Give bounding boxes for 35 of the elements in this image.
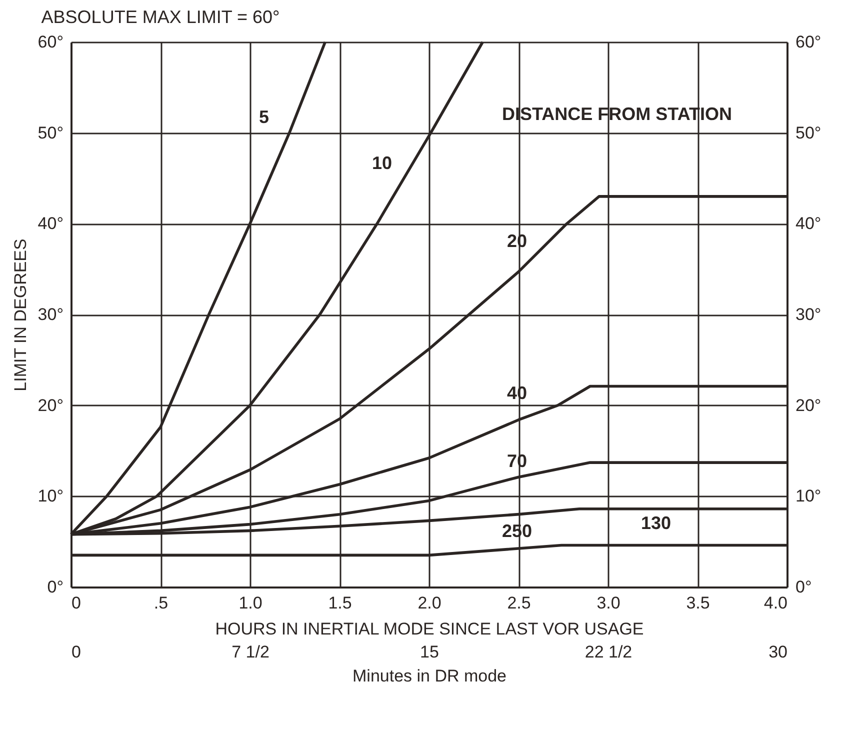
y-tick-label: 50°	[38, 123, 64, 142]
x2-tick-label: 30	[768, 642, 788, 662]
series-label: 5	[258, 107, 270, 127]
x-tick-label: 0	[72, 594, 81, 612]
x-tick-label: 2.5	[507, 594, 531, 612]
y-tick-label: 60°	[38, 32, 64, 52]
x2-tick-label: 22 1/2	[584, 642, 632, 662]
series-label: 10	[372, 153, 392, 173]
y2-tick-label: 50°	[796, 123, 822, 142]
x-tick-label: 1.0	[238, 594, 262, 612]
y2-tick-label: 10°	[796, 486, 822, 506]
y-axis-title: LIMIT IN DEGREES	[10, 238, 30, 392]
series-label: 130	[640, 513, 672, 533]
x2-tick-label: 7 1/2	[232, 642, 270, 662]
x-tick-label: 3.5	[686, 594, 710, 612]
x-tick-label: .5	[154, 594, 168, 612]
y-tick-label: 40°	[38, 214, 64, 234]
y-tick-label: 20°	[38, 396, 64, 415]
x-tick-label: 2.0	[418, 594, 442, 612]
y2-tick-label: 30°	[796, 305, 822, 324]
x-tick-label: 1.5	[328, 594, 352, 612]
y-tick-label: 30°	[38, 305, 64, 324]
x2-axis-title: Minutes in DR mode	[352, 666, 507, 686]
y2-tick-label: 0°	[796, 578, 812, 596]
x2-tick-label: 0	[72, 642, 81, 662]
chart-title: ABSOLUTE MAX LIMIT = 60°	[41, 7, 280, 27]
y2-tick-label: 40°	[796, 214, 822, 234]
y2-tick-label: 60°	[796, 32, 822, 52]
y-tick-label: 0°	[47, 578, 64, 596]
y2-tick-label: 20°	[796, 396, 822, 415]
x2-tick-label: 15	[420, 642, 439, 662]
x-tick-label: 4.0	[764, 594, 788, 612]
y-tick-label: 10°	[38, 486, 64, 506]
x-axis-title: HOURS IN INERTIAL MODE SINCE LAST VOR USAGE	[215, 620, 644, 638]
x-tick-label: 3.0	[596, 594, 620, 612]
